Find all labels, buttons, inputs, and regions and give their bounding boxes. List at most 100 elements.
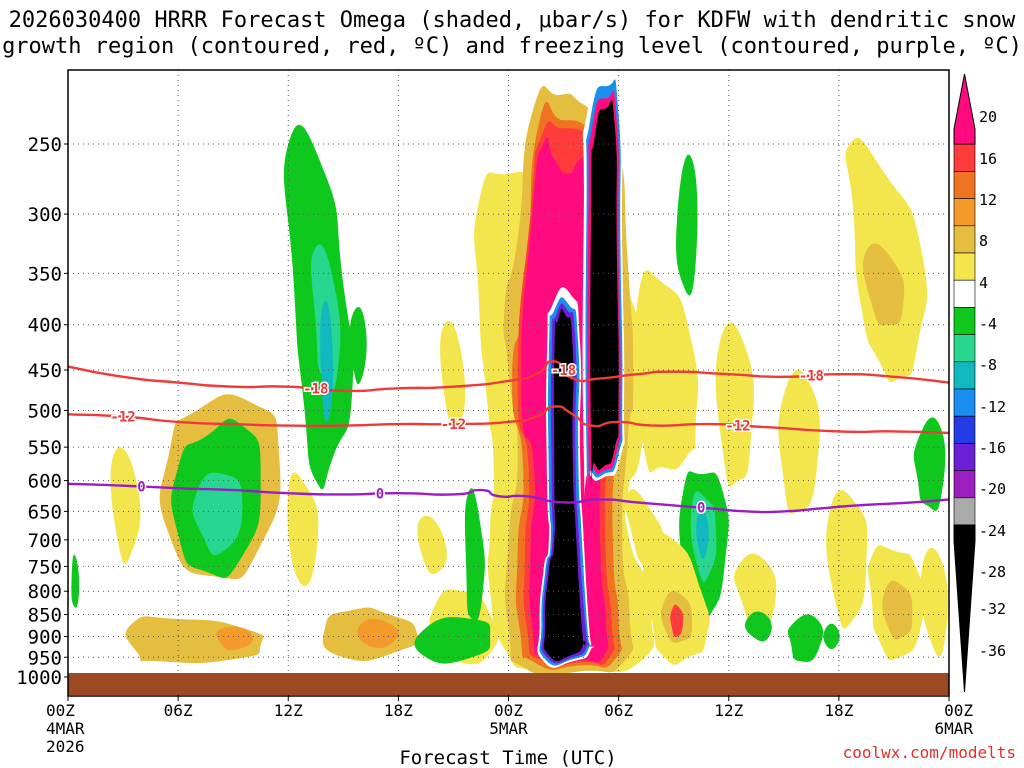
omega-region (696, 508, 709, 560)
omega-region (71, 554, 80, 608)
omega-region (192, 472, 243, 556)
y-tick-label: 550 (28, 437, 62, 459)
colorbar-label: -8 (979, 356, 997, 374)
x-tick-label: 12Z (714, 701, 743, 720)
omega-region (417, 515, 447, 574)
y-tick-label: 350 (28, 263, 62, 285)
x-tick-label: 00Z (46, 701, 75, 720)
omega-region (349, 307, 367, 385)
colorbar-segment (953, 198, 976, 227)
contour-label: 0 (137, 480, 145, 496)
colorbar-label: -20 (979, 480, 1006, 498)
y-tick-label: 800 (28, 581, 62, 603)
contour-label: -12 (110, 410, 135, 426)
omega-region (823, 623, 840, 650)
omega-region (440, 320, 466, 431)
x-tick-label: 00Z (494, 701, 523, 720)
colorbar-segment (953, 73, 976, 145)
contour-label: 0 (376, 487, 384, 503)
y-tick-label: 450 (28, 360, 62, 382)
colorbar-label: 4 (979, 274, 988, 292)
omega-shading (71, 72, 948, 673)
colorbar: 20 16 12 8 4 -4 -8 -12 -16 -20 -24 -28 -32 -36 (953, 73, 1006, 693)
y-tick-label: 300 (28, 204, 62, 226)
colorbar-segment (953, 415, 976, 444)
x-tick-label: 18Z (824, 701, 853, 720)
omega-region (357, 618, 400, 649)
omega-region (414, 617, 491, 664)
colorbar-label: 12 (979, 191, 997, 209)
omega-region (862, 243, 905, 326)
colorbar-segment (953, 252, 976, 281)
colorbar-label: 20 (979, 108, 997, 126)
contour-label: -18 (303, 382, 328, 398)
y-tick-label: 900 (28, 626, 62, 648)
contour-line-0 (68, 482, 949, 514)
colorbar-label: -12 (979, 398, 1006, 416)
contour-label: -12 (725, 419, 750, 435)
y-tick-label: 1000 (16, 667, 62, 689)
y-tick-label: 250 (28, 134, 62, 156)
x-tick-label: 06Z (604, 701, 633, 720)
colorbar-segment (953, 171, 976, 199)
x-tick-label: 18Z (384, 701, 413, 720)
omega-region (787, 614, 824, 662)
gridlines (68, 70, 949, 673)
y-tick-label: 700 (28, 530, 62, 552)
colorbar-segment (953, 334, 976, 363)
y-tick-label: 600 (28, 471, 62, 493)
colorbar-segment (953, 524, 976, 693)
contour-label: -18 (799, 369, 824, 385)
colorbar-label: -16 (979, 439, 1006, 457)
omega-region (216, 626, 254, 651)
omega-region (320, 300, 334, 423)
x-tick-label: 5MAR (489, 719, 528, 738)
omega-region (464, 488, 485, 622)
colorbar-segment (953, 361, 976, 390)
omega-region (744, 611, 772, 642)
x-tick-label: 12Z (274, 701, 303, 720)
y-tick-label: 750 (28, 556, 62, 578)
colorbar-label: -24 (979, 522, 1006, 540)
contour-line--12 (68, 405, 949, 435)
omega-region (670, 604, 684, 638)
colorbar-segment (953, 443, 976, 471)
colorbar-segment (953, 143, 976, 172)
x-tick-label: 06Z (164, 701, 193, 720)
colorbar-label: -32 (979, 600, 1006, 618)
temperature-contours: -18 -18 -18 -12 -12 -12 0 0 0 (68, 360, 949, 518)
colorbar-segment (953, 470, 976, 499)
y-tick-label: 400 (28, 315, 62, 337)
omega-region (543, 309, 586, 661)
y-tick-label: 850 (28, 605, 62, 627)
omega-region (676, 154, 698, 296)
x-tick-label: 6MAR (934, 719, 973, 738)
ground-surface (68, 673, 949, 695)
contour-label: 0 (697, 501, 705, 517)
x-tick-label: 2026 (46, 737, 85, 756)
colorbar-label: -4 (979, 315, 997, 333)
colorbar-segment (953, 307, 976, 335)
x-axis-label: Forecast Time (UTC) (399, 747, 616, 768)
omega-region (920, 547, 948, 657)
colorbar-segment (953, 497, 976, 526)
omega-region (882, 580, 913, 640)
omega-region (110, 447, 141, 565)
colorbar-segment (953, 279, 976, 308)
omega-region (590, 99, 619, 485)
omega-region (287, 472, 319, 587)
colorbar-segment (953, 388, 976, 417)
contour-label: -12 (441, 417, 466, 433)
y-tick-label: 650 (28, 501, 62, 523)
omega-region (733, 553, 777, 625)
y-tick-label: 500 (28, 401, 62, 423)
colorbar-label: 16 (979, 150, 997, 168)
chart-title-line-1: 2026030400 HRRR Forecast Omega (shaded, … (8, 8, 1016, 33)
colorbar-label: 8 (979, 232, 988, 250)
contour-line--18 (68, 360, 949, 393)
source-credit: coolwx.com/modelts (842, 743, 1016, 762)
omega-region (913, 417, 946, 511)
chart-title-line-2: growth region (contoured, red, ºC) and f… (2, 34, 1022, 59)
